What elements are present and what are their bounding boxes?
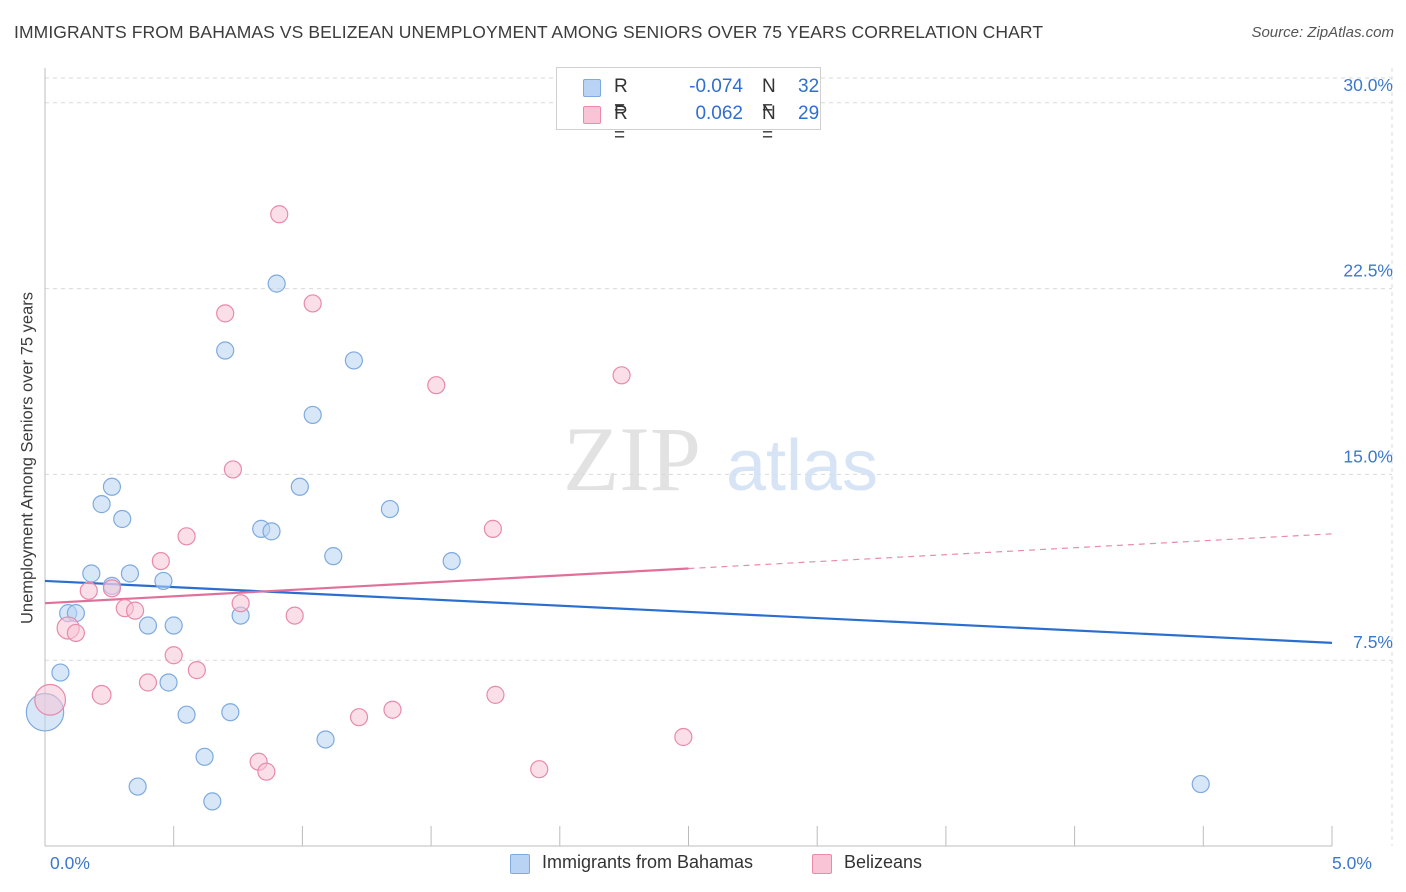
belizean-point	[151, 551, 170, 571]
belizean-point	[164, 646, 183, 665]
legend-n-value: 32	[798, 76, 820, 97]
bahamas-point	[164, 616, 183, 635]
trend-lines	[44, 533, 1333, 644]
belizean-point	[223, 460, 243, 479]
belizean-trend-extension	[688, 533, 1333, 570]
tick-labels: 7.5% 15.0% 22.5% 30.0% 0.0% 5.0%	[50, 75, 1393, 873]
bahamas-point	[51, 663, 70, 682]
bahamas-point	[442, 551, 461, 571]
chart-title: IMMIGRANTS FROM BAHAMAS VS BELIZEAN UNEM…	[14, 22, 1044, 42]
legend-r-label: R =	[614, 103, 628, 146]
source-credit: Source: ZipAtlas.com	[1251, 24, 1394, 41]
watermark-zip: ZIP	[563, 408, 701, 510]
x-tick-label: 5.0%	[1332, 853, 1372, 873]
bahamas-point	[380, 499, 400, 519]
legend-swatch-pink	[583, 106, 601, 124]
bahamas-point	[290, 477, 309, 496]
belizean-point	[138, 673, 158, 692]
bahamas-point	[82, 564, 101, 583]
belizean-point	[349, 708, 369, 727]
watermark-atlas: atlas	[726, 426, 878, 506]
series-swatch-blue	[510, 854, 530, 874]
bahamas-point	[324, 547, 343, 566]
bahamas-point	[159, 673, 178, 692]
bahamas-point	[316, 730, 335, 749]
belizean-point	[91, 684, 112, 705]
belizean-point	[483, 519, 502, 538]
x-tick-label: 0.0%	[50, 853, 90, 873]
y-tick-label: 7.5%	[1353, 632, 1393, 652]
bahamas-point	[267, 274, 286, 293]
grid-lines	[45, 68, 1393, 846]
bahamas-point	[120, 564, 140, 583]
data-points	[25, 205, 1210, 811]
belizean-point	[530, 760, 549, 779]
belizean-point	[216, 304, 235, 323]
belizean-point	[674, 727, 693, 747]
bahamas-point	[92, 495, 111, 514]
bahamas-point	[113, 509, 132, 529]
bahamas-point	[262, 522, 281, 541]
belizean-point	[612, 366, 631, 385]
bahamas-point	[303, 405, 322, 425]
y-tick-label: 30.0%	[1343, 75, 1393, 95]
bahamas-point	[102, 477, 122, 496]
y-tick-label: 15.0%	[1343, 446, 1393, 466]
bahamas-point	[221, 703, 240, 722]
bahamas-point	[344, 351, 363, 370]
belizean-point	[79, 581, 98, 600]
belizean-point	[34, 683, 67, 716]
bahamas-point	[154, 571, 173, 591]
belizean-point	[257, 762, 276, 781]
correlation-legend: R = -0.074 N = 32 R = 0.062 N = 29	[556, 67, 821, 146]
legend-swatch-blue	[583, 79, 601, 97]
legend-r-label: R =	[614, 76, 628, 119]
belizean-point	[270, 205, 289, 224]
belizean-point	[231, 594, 250, 613]
belizean-trend-line	[44, 567, 689, 605]
series-name: Immigrants from Bahamas	[542, 852, 754, 872]
belizean-point	[66, 623, 85, 643]
bahamas-point	[177, 705, 196, 724]
y-tick-label: 22.5%	[1343, 261, 1393, 281]
y-axis-label: Unemployment Among Seniors over 75 years	[18, 292, 37, 624]
series-swatch-pink	[812, 854, 832, 874]
bahamas-point	[128, 777, 147, 796]
legend-n-value: 29	[798, 103, 820, 124]
legend-r-value: -0.074	[689, 76, 743, 97]
legend-n-label: N =	[762, 103, 776, 146]
bahamas-point	[203, 792, 222, 811]
belizean-point	[427, 376, 446, 395]
series-name: Belizeans	[844, 852, 923, 872]
belizean-point	[125, 601, 145, 620]
bahamas-point	[1191, 774, 1210, 794]
belizean-point	[187, 661, 206, 680]
belizean-point	[486, 685, 505, 704]
bahamas-point	[216, 341, 235, 360]
belizean-point	[102, 579, 122, 598]
bahamas-point	[138, 616, 158, 635]
legend-r-value: 0.062	[695, 103, 743, 124]
belizean-point	[177, 527, 196, 546]
legend-n-label: N =	[762, 76, 776, 119]
belizean-point	[285, 606, 304, 625]
bahamas-point	[195, 747, 214, 766]
belizean-point	[383, 700, 402, 719]
belizean-point	[303, 294, 322, 313]
